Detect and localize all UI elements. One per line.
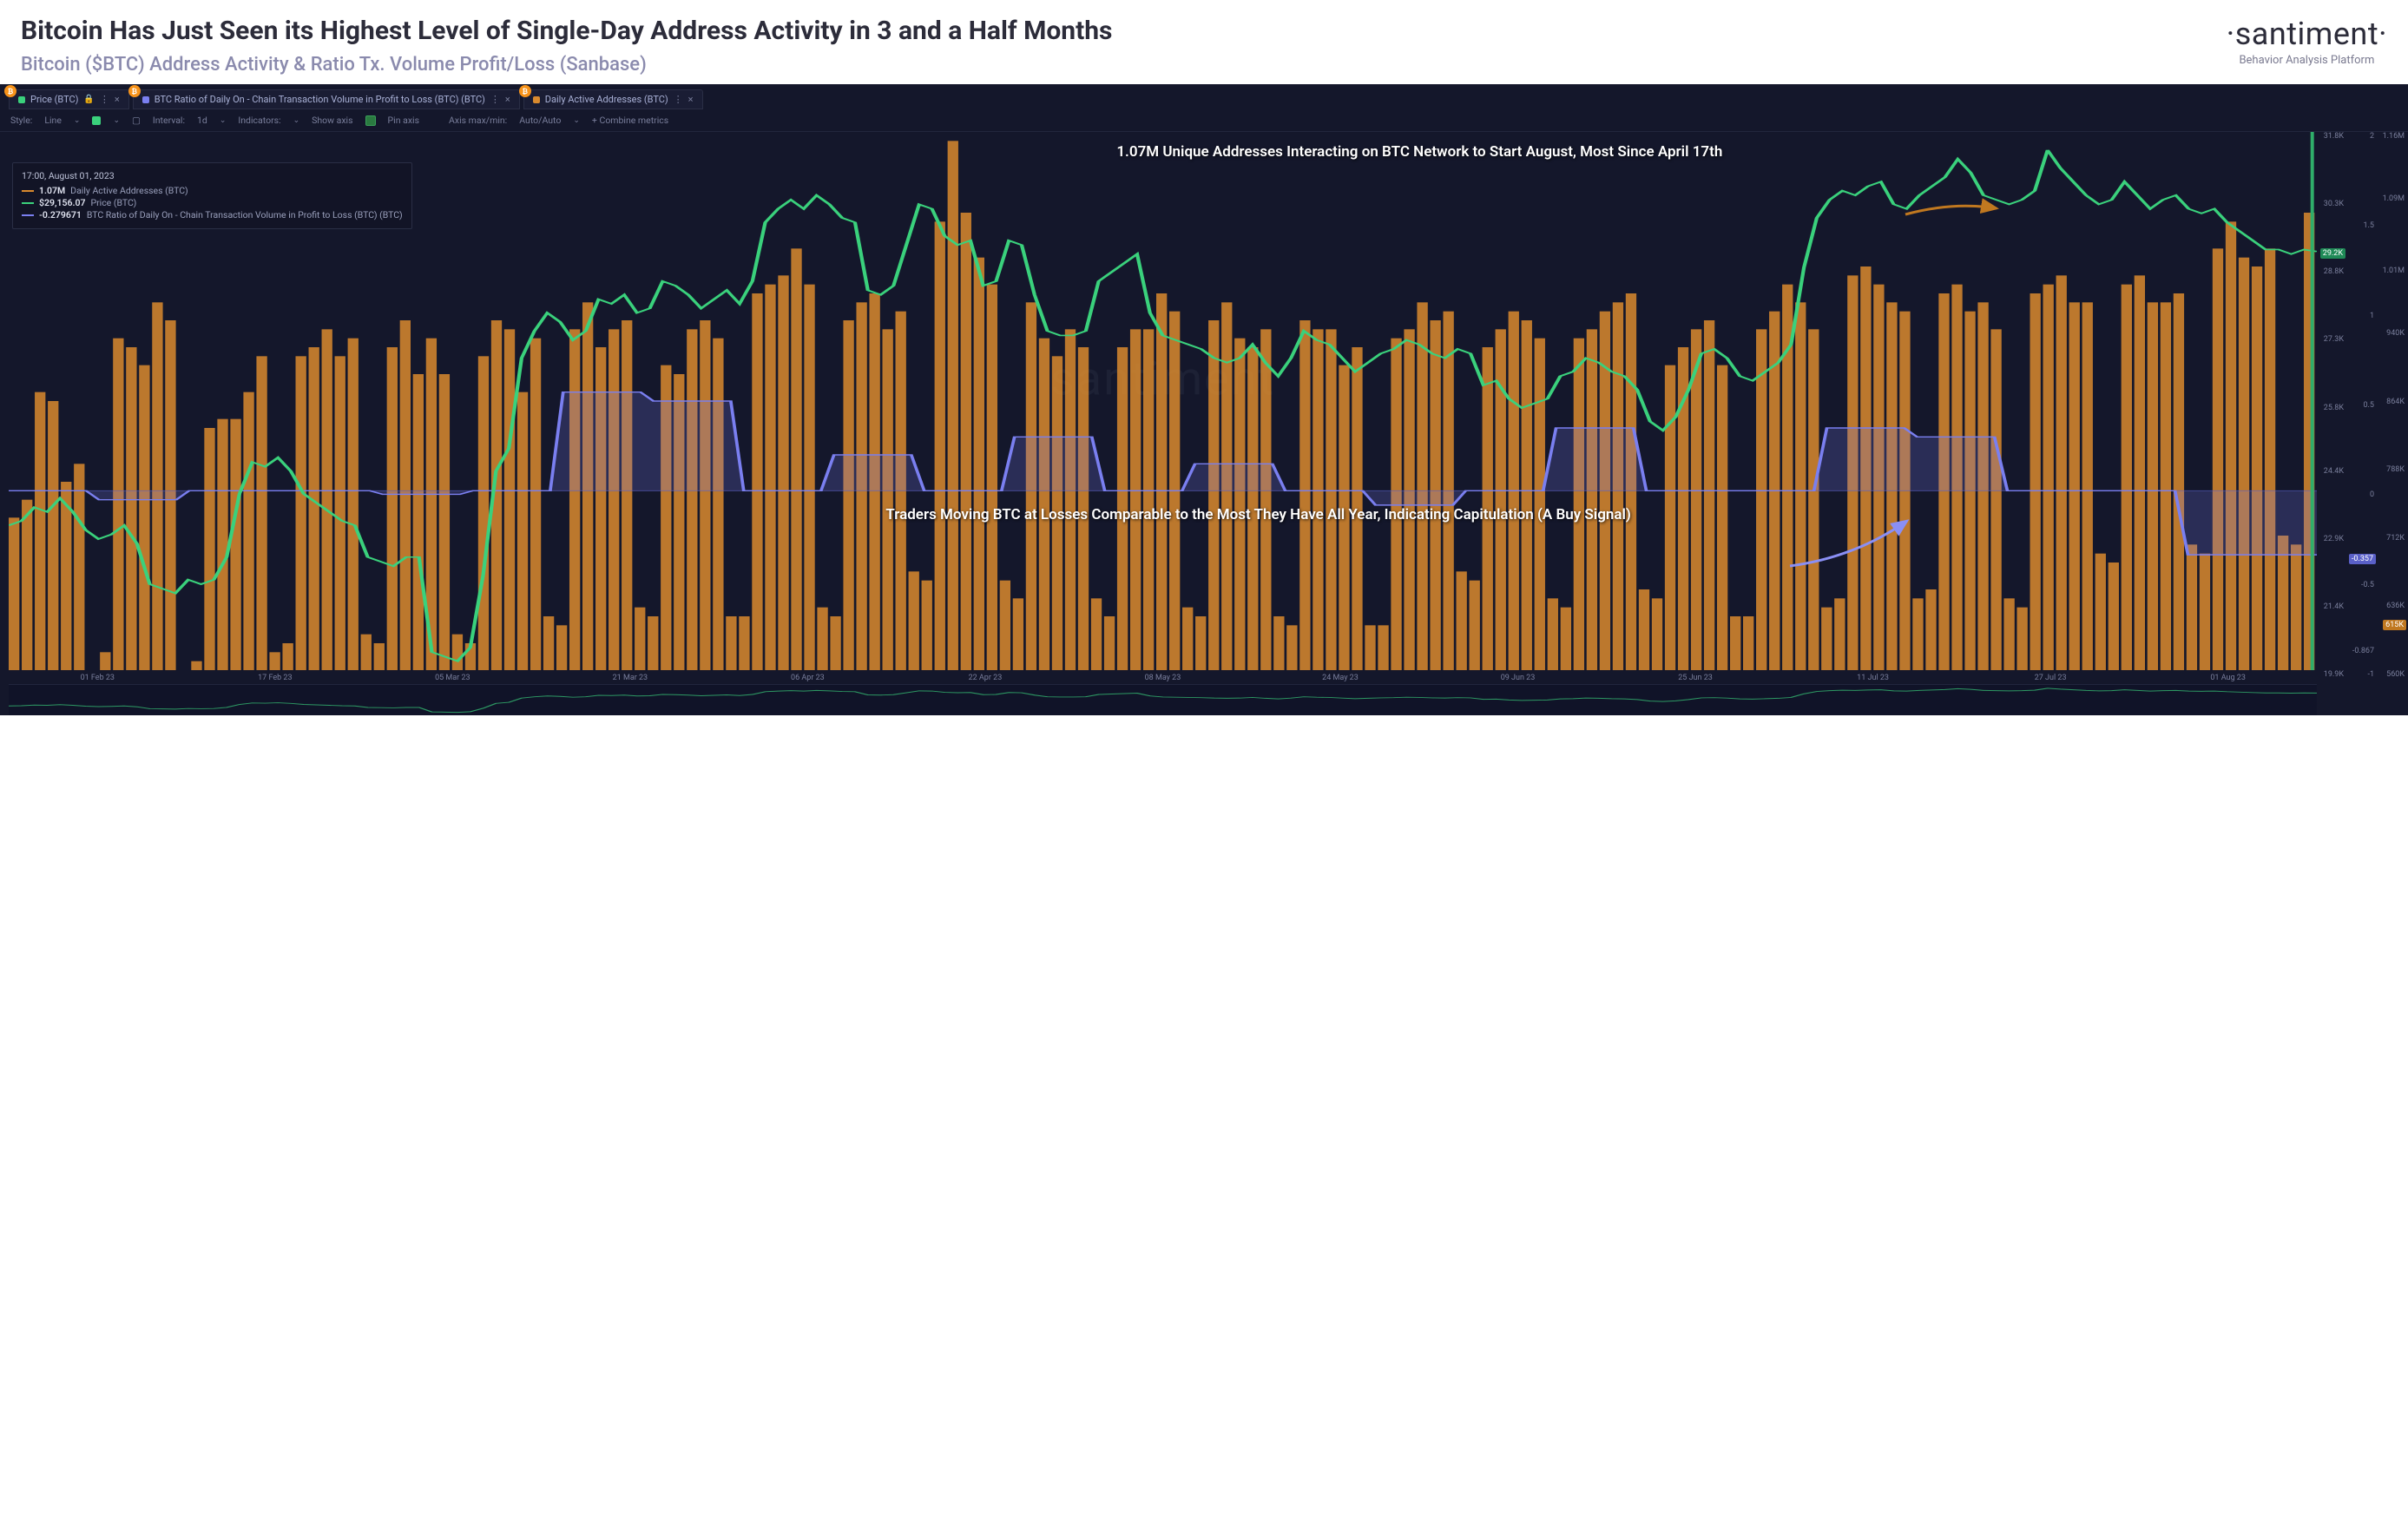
x-tick: 24 May 23 [1252, 674, 1430, 682]
x-tick: 09 Jun 23 [1429, 674, 1607, 682]
show-axis-label: Show axis [312, 115, 352, 126]
style-label: Style: [10, 115, 32, 126]
toolbar: Style: Line ⌄ ⌄ ▢ Interval: 1d ⌄ Indicat… [0, 109, 2408, 132]
subtitle: Bitcoin ($BTC) Address Activity & Ratio … [21, 54, 2192, 76]
chevron-down-icon[interactable]: ⌄ [293, 116, 300, 125]
x-tick: 21 Mar 23 [542, 674, 720, 682]
hover-tooltip: 17:00, August 01, 2023 1.07M Daily Activ… [12, 162, 412, 229]
tab-color-swatch [533, 96, 540, 103]
tooltip-value: -0.279671 [39, 209, 82, 220]
axis-maxmin-value[interactable]: Auto/Auto [519, 115, 561, 126]
chevron-down-icon[interactable]: ⌄ [74, 116, 81, 125]
btc-badge-icon: ₿ [128, 85, 141, 97]
x-tick: 27 Jul 23 [1962, 674, 2140, 682]
x-tick: 06 Apr 23 [719, 674, 897, 682]
legend-dash [22, 190, 34, 192]
tooltip-label: Daily Active Addresses (BTC) [70, 185, 188, 196]
interval-label: Interval: [153, 115, 185, 126]
metric-tab[interactable]: ₿ Daily Active Addresses (BTC) ⋮ × [523, 89, 703, 109]
axis-price: 31.8K30.3K29.2K28.8K27.3K25.8K24.4K22.9K… [2317, 136, 2347, 674]
x-tick: 17 Feb 23 [187, 674, 365, 682]
chart-panel: ₿ Price (BTC) 🔒 ⋮ ×₿ BTC Ratio of Daily … [0, 84, 2408, 715]
x-tick: 01 Feb 23 [9, 674, 187, 682]
headline: Bitcoin Has Just Seen its Highest Level … [21, 16, 2192, 47]
close-icon[interactable]: × [688, 94, 694, 105]
tooltip-timestamp: 17:00, August 01, 2023 [22, 170, 403, 181]
pin-axis-label[interactable]: Pin axis [388, 115, 419, 126]
axis-daa: 1.16M1.09M1.01M940K864K788K712K636K615K5… [2378, 136, 2408, 674]
metric-tab[interactable]: ₿ BTC Ratio of Daily On - Chain Transact… [133, 89, 520, 109]
legend-dash [22, 202, 34, 204]
tooltip-label: BTC Ratio of Daily On - Chain Transactio… [87, 209, 403, 220]
logo-subtitle: Behavior Analysis Platform [2227, 54, 2387, 67]
close-icon[interactable]: × [115, 94, 120, 105]
tooltip-label: Price (BTC) [90, 197, 136, 208]
combine-metrics[interactable]: + Combine metrics [592, 115, 668, 126]
style-value[interactable]: Line [44, 115, 62, 126]
chevron-down-icon[interactable]: ⌄ [220, 116, 227, 125]
right-axes: 31.8K30.3K29.2K28.8K27.3K25.8K24.4K22.9K… [2317, 136, 2408, 674]
x-tick: 08 May 23 [1074, 674, 1252, 682]
x-tick: 01 Aug 23 [2139, 674, 2317, 682]
tab-menu-icon[interactable]: ⋮ [674, 94, 683, 105]
legend-dash [22, 214, 34, 216]
arrow-icon [1901, 193, 2005, 227]
lock-icon: 🔒 [83, 95, 94, 104]
header-row: Bitcoin Has Just Seen its Highest Level … [0, 0, 2408, 84]
axis-maxmin-label: Axis max/min: [449, 115, 507, 126]
mini-map[interactable] [9, 684, 2317, 715]
interval-icon: ▢ [132, 115, 141, 126]
axis-ratio: 21.510.50-0.5-0.867-1-0.357 [2347, 136, 2378, 674]
tab-label: Daily Active Addresses (BTC) [545, 94, 668, 105]
btc-badge-icon: ₿ [4, 85, 16, 97]
tab-color-swatch [18, 96, 25, 103]
tab-color-swatch [142, 96, 149, 103]
x-axis: 01 Feb 2317 Feb 2305 Mar 2321 Mar 2306 A… [0, 670, 2408, 684]
tab-label: BTC Ratio of Daily On - Chain Transactio… [155, 94, 485, 105]
btc-badge-icon: ₿ [519, 85, 531, 97]
chevron-down-icon[interactable]: ⌄ [113, 116, 120, 125]
tabs-row: ₿ Price (BTC) 🔒 ⋮ ×₿ BTC Ratio of Daily … [0, 84, 2408, 109]
x-tick: 11 Jul 23 [1784, 674, 1962, 682]
tab-label: Price (BTC) [30, 94, 78, 105]
tooltip-value: $29,156.07 [39, 197, 85, 208]
tab-menu-icon[interactable]: ⋮ [490, 94, 500, 105]
tooltip-value: 1.07M [39, 185, 65, 196]
interval-value[interactable]: 1d [197, 115, 207, 126]
annotation-top: 1.07M Unique Addresses Interacting on BT… [1116, 142, 2040, 161]
logo: ·santiment· Behavior Analysis Platform [2192, 16, 2387, 67]
metric-tab[interactable]: ₿ Price (BTC) 🔒 ⋮ × [9, 89, 129, 109]
tab-menu-icon[interactable]: ⋮ [100, 94, 109, 105]
series-color-swatch[interactable] [92, 116, 101, 125]
x-tick: 22 Apr 23 [897, 674, 1075, 682]
logo-text: ·santiment· [2227, 16, 2387, 52]
x-tick: 25 Jun 23 [1607, 674, 1785, 682]
x-tick: 05 Mar 23 [364, 674, 542, 682]
close-icon[interactable]: × [505, 94, 510, 105]
show-axis-checkbox[interactable] [365, 115, 376, 126]
chevron-down-icon[interactable]: ⌄ [573, 116, 580, 125]
indicators-label[interactable]: Indicators: [238, 115, 280, 126]
annotation-bottom: Traders Moving BTC at Losses Comparable … [885, 505, 1832, 524]
